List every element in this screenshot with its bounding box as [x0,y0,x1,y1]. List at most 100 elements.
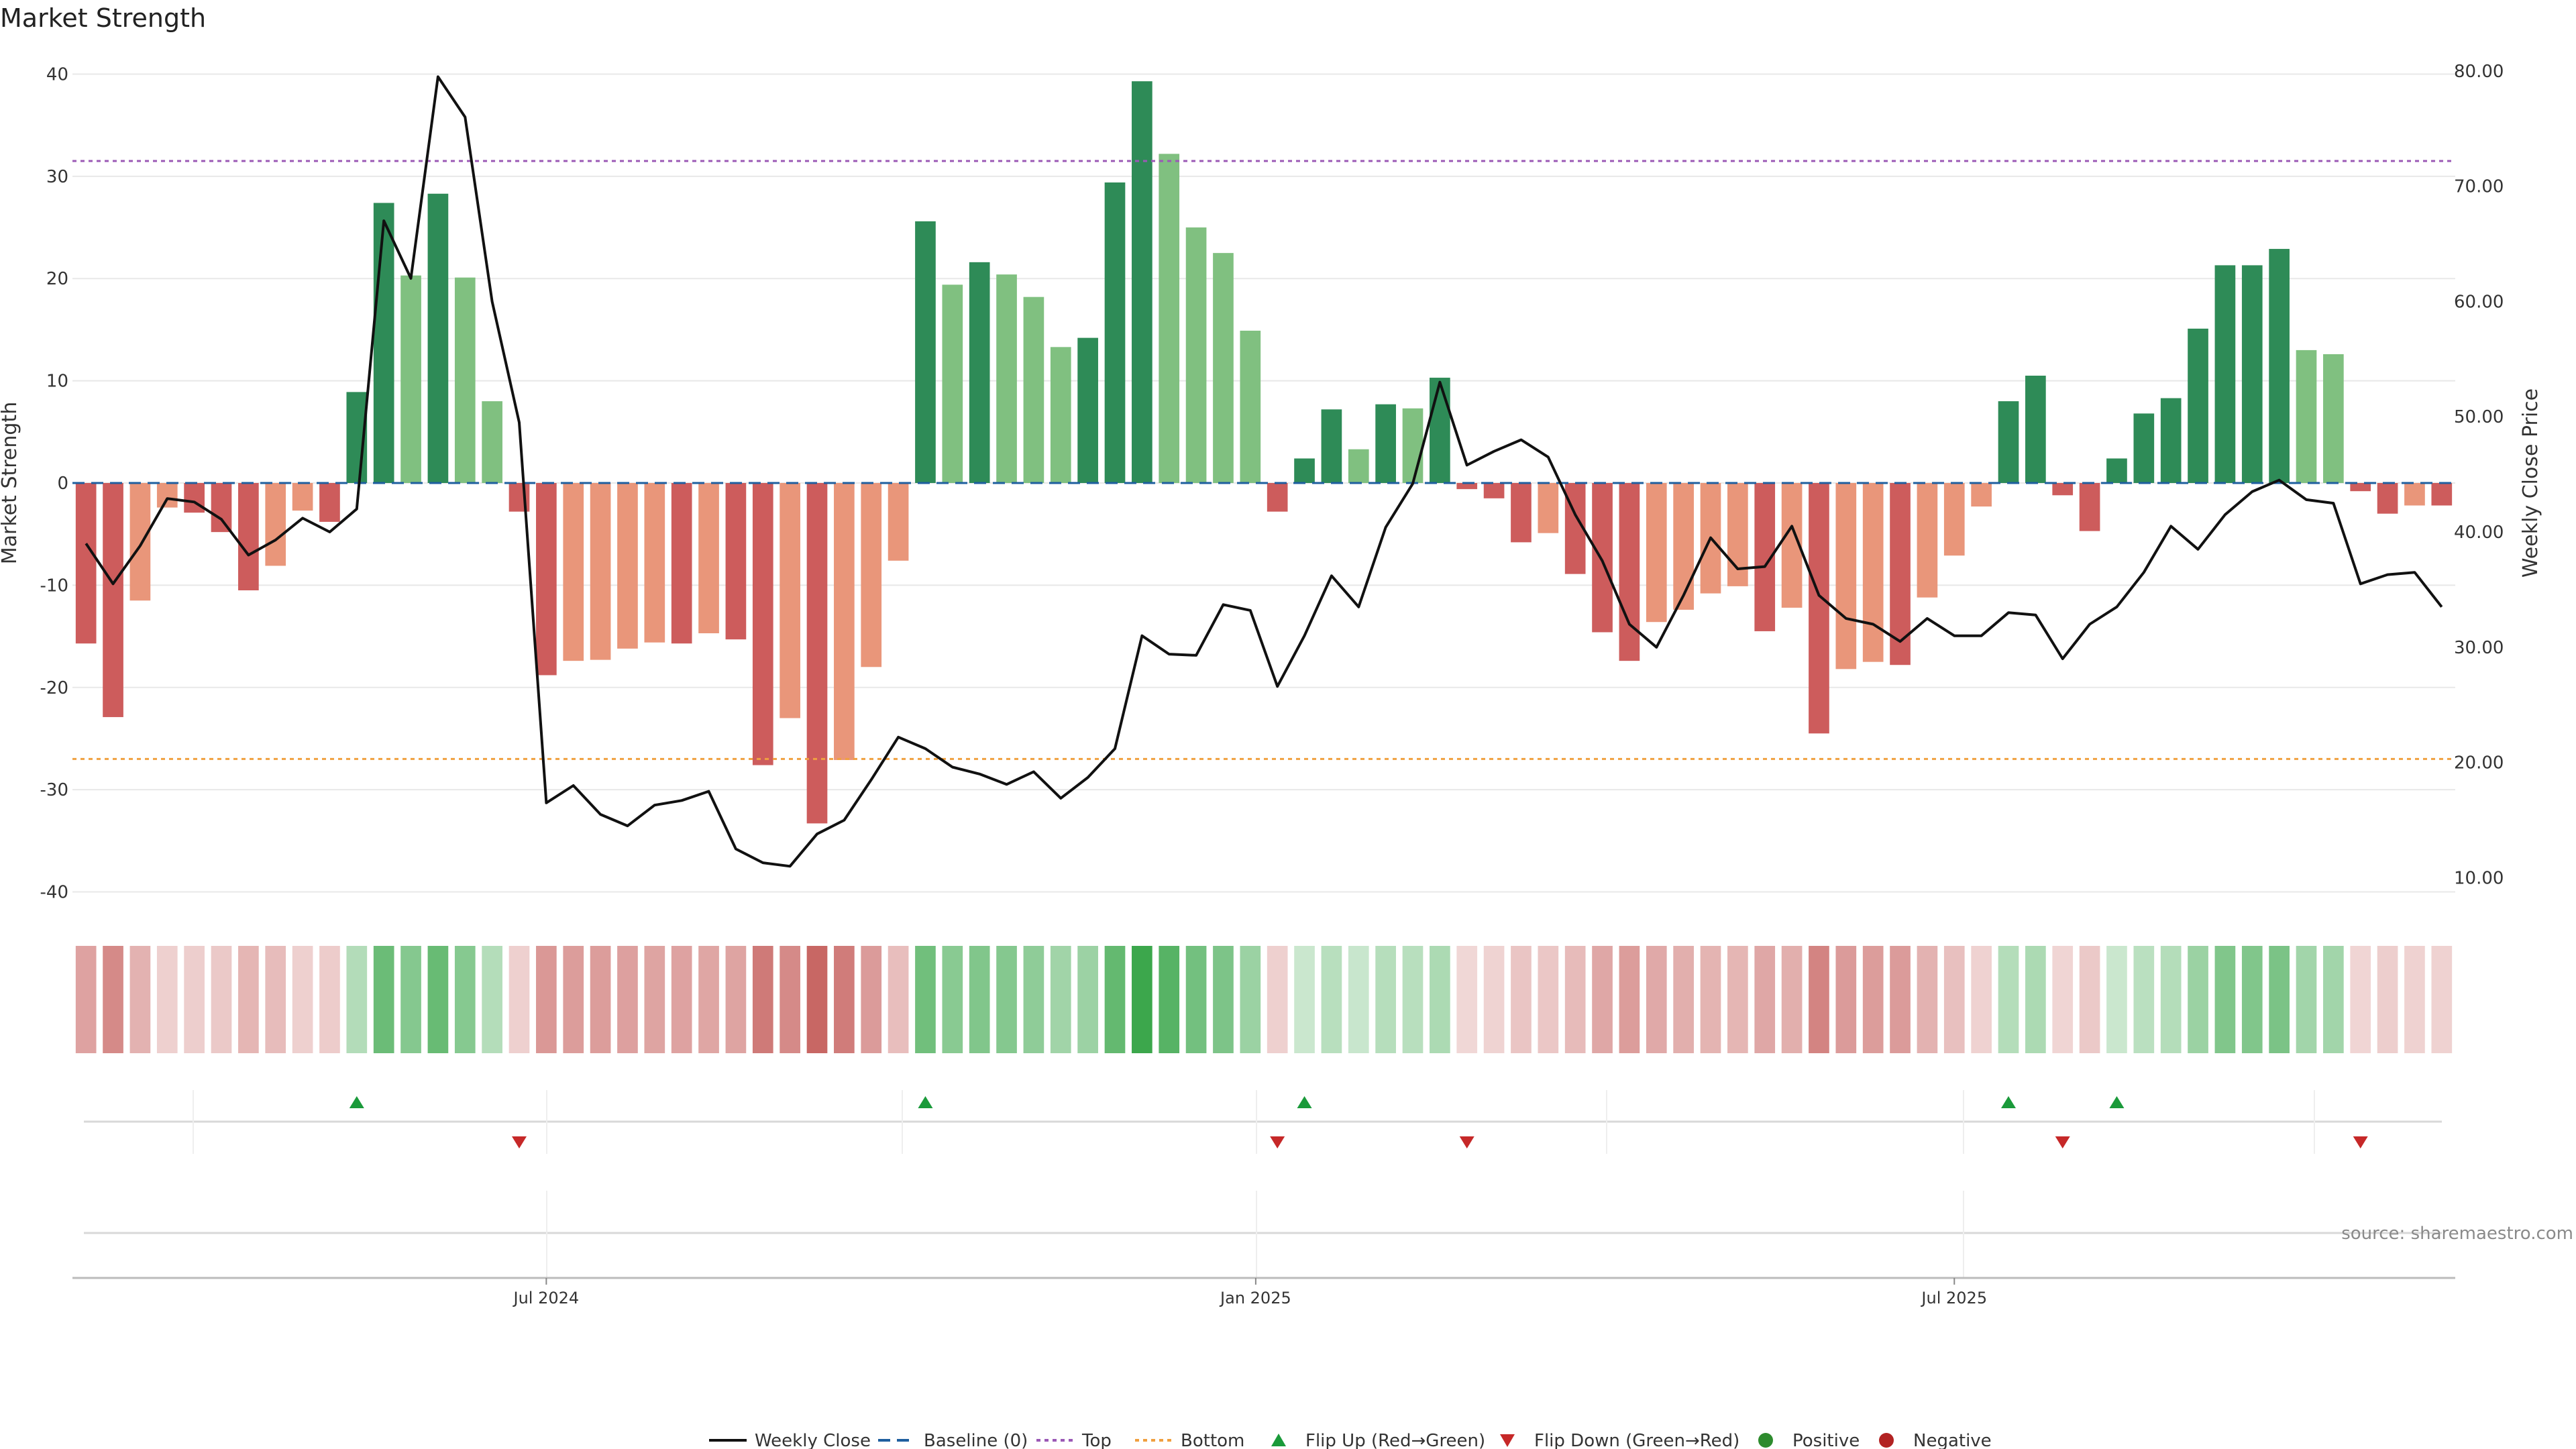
strength-bar [2052,483,2074,496]
strength-bar [319,483,340,522]
heat-cell [2188,946,2208,1053]
y2-tick-label: 60.00 [2454,292,2504,312]
strength-bar [211,483,232,533]
strength-bar [671,483,692,644]
heat-cell [698,946,719,1053]
heat-cell [1132,946,1152,1053]
flip-down-marker [1270,1136,1285,1148]
heat-cell [2133,946,2155,1053]
strength-bar [482,401,502,483]
strength-bar [1185,227,1207,483]
legend-label: Bottom [1181,1431,1244,1449]
heat-cell [888,946,909,1053]
heat-cell [1240,946,1261,1053]
y2-tick-label: 20.00 [2454,753,2504,773]
strength-heat-strip [75,946,2453,1053]
heat-cell [75,946,97,1053]
strength-bar [2241,265,2263,483]
strength-bar [129,483,151,601]
y-tick-label: 30 [46,167,68,187]
heat-cell [1483,946,1505,1053]
flip-down-marker [512,1136,527,1148]
y2-tick-label: 30.00 [2454,638,2504,658]
heat-cell [454,946,476,1053]
heat-cell [725,946,747,1053]
weekly-close-line-group [85,75,2443,868]
strength-bar [2377,483,2398,514]
heat-cell [1077,946,1098,1053]
strength-bar [1646,483,1667,623]
strength-bar [1971,483,1992,507]
heat-cell [563,946,584,1053]
heat-cell [1104,946,1126,1053]
strength-bar [2404,483,2425,506]
heat-cell [103,946,123,1053]
strength-bar [888,483,909,561]
heat-cell [2052,946,2074,1053]
heat-cell [1862,946,1884,1053]
legend-label: Baseline (0) [924,1431,1028,1449]
legend-label: Negative [1913,1431,1992,1449]
flip-up-marker [2109,1096,2125,1108]
legend-label: Top [1081,1431,1112,1449]
strength-bar [1375,404,1396,483]
heat-cell [1375,946,1396,1053]
strength-bar [156,483,178,508]
strength-bar [1430,378,1450,483]
strength-bar [1348,449,1369,483]
strength-bar [563,483,584,661]
x-tick-label: Jul 2025 [1920,1289,1987,1307]
heat-cell [211,946,232,1053]
strength-bar [1917,483,1938,598]
heat-cell [2214,946,2236,1053]
heat-cell [508,946,530,1053]
heat-cell [2350,946,2371,1053]
heat-cell [590,946,611,1053]
strength-bar [996,274,1017,483]
strength-bar [644,483,665,643]
strength-bar [2025,376,2046,483]
heat-cell [238,946,259,1053]
strength-bar [1132,81,1152,483]
heat-cell [1835,946,1857,1053]
heat-cell [292,946,313,1053]
flip-up-marker [1297,1096,1312,1108]
legend-marker-circle [1758,1433,1773,1448]
y-tick-label: -30 [40,780,68,800]
y2-tick-label: 40.00 [2454,523,2504,543]
strength-bar [1835,483,1857,669]
strength-bar [780,483,800,718]
strength-bar [373,203,394,483]
heat-cell [1267,946,1288,1053]
heat-cell [536,946,557,1053]
y-tick-label: 40 [46,64,68,85]
y2-tick-label: 50.00 [2454,407,2504,427]
heat-cell [996,946,1017,1053]
heat-cell [1348,946,1369,1053]
heat-cell [1971,946,1992,1053]
strength-bar [834,483,855,760]
strength-bar [1104,182,1126,483]
strength-bar [1592,483,1613,633]
heat-cell [2241,946,2263,1053]
strength-bar [1321,409,1342,483]
heat-cell [617,946,638,1053]
reference-lines [72,160,2455,760]
strength-bar [1943,483,1965,556]
heat-cell [942,946,963,1053]
legend-marker-circle [1879,1433,1894,1448]
heat-cell [1430,946,1450,1053]
strength-bar [2188,328,2208,483]
heat-cell [1321,946,1342,1053]
strength-bar [1998,401,2019,483]
heat-cell [1727,946,1748,1053]
strength-bars [75,81,2453,824]
strength-bar [1619,483,1640,661]
heat-cell [265,946,286,1053]
y-tick-label: -10 [40,576,68,596]
y-tick-label: 0 [57,474,68,494]
strength-bar [2079,483,2100,531]
strength-bar [2106,458,2127,483]
heat-cell [400,946,421,1053]
